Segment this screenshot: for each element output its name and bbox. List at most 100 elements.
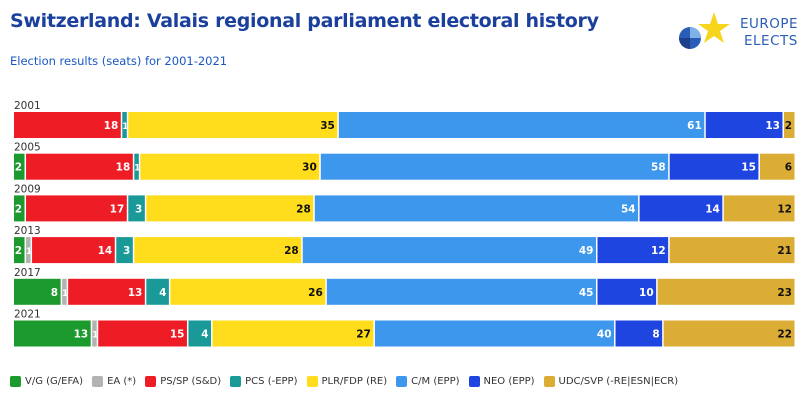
- legend-item: PS/SP (S&D): [145, 376, 221, 387]
- data-label: 1: [122, 122, 128, 132]
- bar-segment: [14, 112, 121, 138]
- year-label: 2021: [14, 309, 41, 321]
- data-label: 40: [597, 329, 612, 341]
- bar-segment: [146, 278, 169, 305]
- data-label: 4: [201, 329, 208, 341]
- bar-segment: [26, 195, 127, 222]
- data-label: 2: [15, 203, 22, 215]
- chart-title: Switzerland: Valais regional parliament …: [10, 10, 599, 32]
- bar-segment: [374, 320, 615, 347]
- bar-segment: [68, 278, 145, 305]
- bar-segment: [302, 237, 596, 264]
- bar-segment: [14, 278, 61, 305]
- bar-segment: [122, 112, 127, 138]
- data-label: 8: [51, 287, 58, 299]
- data-label: 1: [92, 331, 98, 341]
- data-label: 8: [652, 329, 659, 341]
- data-label: 61: [687, 120, 702, 132]
- bar-segment: [663, 320, 795, 347]
- bar-segment: [669, 153, 759, 180]
- data-label: 23: [777, 287, 792, 299]
- legend-label: V/G (G/EFA): [25, 376, 84, 387]
- data-label: 15: [170, 329, 185, 341]
- bar-segment: [14, 153, 25, 180]
- legend-label: C/M (EPP): [411, 376, 460, 387]
- data-label: 3: [123, 245, 130, 257]
- bar-segment: [320, 153, 669, 180]
- data-label: 35: [320, 120, 335, 132]
- logo-text: EUROPE ELECTS: [740, 16, 798, 50]
- bar-segment: [116, 237, 133, 264]
- legend-item: UDC/SVP (-RE|ESN|ECR): [543, 376, 678, 387]
- logo-line-2: ELECTS: [744, 33, 798, 49]
- legend-swatch: [306, 376, 318, 387]
- bar-segment: [62, 278, 67, 305]
- legend: V/G (G/EFA) EA (*) PS/SP (S&D) PCS (-EPP) PL…: [10, 376, 687, 387]
- bar-segment: [783, 112, 795, 138]
- chart-subtitle: Election results (seats) for 2001-2021: [10, 54, 228, 68]
- legend-label: NEO (EPP): [483, 376, 535, 387]
- bar-segment: [146, 195, 314, 222]
- data-label: 1: [62, 289, 68, 299]
- data-label: 2: [15, 162, 22, 174]
- data-label: 13: [765, 120, 780, 132]
- legend-item: PCS (-EPP): [230, 376, 298, 387]
- bar-segment: [657, 278, 795, 305]
- bar-segment: [705, 112, 783, 138]
- bar-segment: [759, 153, 795, 180]
- legend-label: PCS (-EPP): [245, 376, 298, 387]
- bar-segment: [723, 195, 795, 222]
- data-label: 28: [284, 245, 299, 257]
- data-label: 18: [104, 120, 119, 132]
- data-label: 15: [741, 162, 756, 174]
- bar-segment: [188, 320, 212, 347]
- bar-segment: [314, 195, 639, 222]
- legend-item: EA (*): [92, 376, 136, 387]
- year-label: 2001: [14, 100, 41, 112]
- legend-swatch: [396, 376, 408, 387]
- bar-segment: [669, 237, 795, 264]
- data-label: 28: [296, 203, 311, 215]
- bar-segment: [14, 237, 25, 264]
- bar-segment: [128, 195, 145, 222]
- year-label: 2013: [14, 225, 41, 237]
- logo-line-1: EUROPE: [740, 16, 799, 32]
- bar-segment: [26, 153, 133, 180]
- bar-segment: [134, 153, 139, 180]
- bar-segment: [597, 278, 657, 305]
- data-label: 2: [15, 245, 22, 257]
- bar-segment: [170, 278, 326, 305]
- data-label: 49: [579, 245, 594, 257]
- data-label: 12: [777, 203, 792, 215]
- data-label: 17: [110, 203, 125, 215]
- bar-segment: [338, 112, 705, 138]
- legend-swatch: [10, 376, 21, 387]
- bar-segment: [14, 195, 25, 222]
- bar-segment: [615, 320, 663, 347]
- legend-swatch: [543, 376, 555, 387]
- data-label: 6: [785, 162, 792, 174]
- star-icon: [698, 12, 730, 43]
- data-label: 2: [785, 120, 792, 132]
- data-label: 1: [134, 164, 140, 174]
- year-label: 2009: [14, 183, 41, 195]
- legend-swatch: [145, 376, 157, 387]
- data-label: 13: [128, 287, 143, 299]
- data-label: 14: [705, 203, 720, 215]
- data-label: 27: [356, 329, 371, 341]
- data-label: 30: [302, 162, 317, 174]
- legend-item: PLR/FDP (RE): [306, 376, 387, 387]
- data-label: 14: [98, 245, 113, 257]
- data-label: 54: [621, 203, 636, 215]
- legend-item: V/G (G/EFA): [10, 376, 83, 387]
- data-label: 12: [651, 245, 666, 257]
- data-label: 21: [777, 245, 792, 257]
- legend-swatch: [92, 376, 104, 387]
- bar-segment: [32, 237, 115, 264]
- bar-segment: [134, 237, 302, 264]
- bar-segment: [98, 320, 187, 347]
- data-label: 26: [308, 287, 323, 299]
- data-label: 13: [74, 329, 89, 341]
- legend-swatch: [468, 376, 480, 387]
